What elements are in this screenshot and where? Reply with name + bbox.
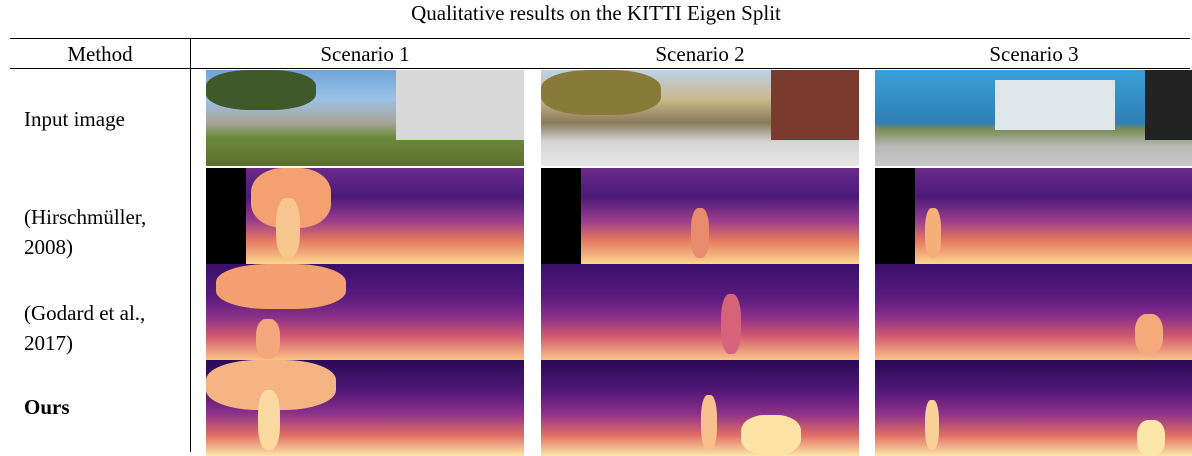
row-label-ours: Ours <box>24 392 70 422</box>
header-method: Method <box>67 42 133 66</box>
input-image-scenario-2 <box>541 70 859 166</box>
header-scenario-2: Scenario 2 <box>655 42 745 66</box>
depth-godard-scenario-2 <box>541 264 859 360</box>
depth-ours-scenario-3 <box>875 360 1192 456</box>
header-scenario-3: Scenario 3 <box>989 42 1079 66</box>
depth-hirschmuller-scenario-3 <box>875 168 1192 264</box>
input-image-scenario-1 <box>206 70 524 166</box>
column-separator <box>190 38 191 452</box>
depth-godard-scenario-3 <box>875 264 1192 360</box>
row-label-godard-line1: (Godard et al., <box>24 301 146 325</box>
row-label-hirschmuller-line2: 2008) <box>24 235 73 259</box>
row-label-godard-line2: 2017) <box>24 331 73 355</box>
row-label-input: Input image <box>24 104 125 134</box>
row-label-hirschmuller-line1: (Hirschmüller, <box>24 205 147 229</box>
table-caption: Qualitative results on the KITTI Eigen S… <box>411 1 781 25</box>
header-scenario-1: Scenario 1 <box>320 42 410 66</box>
depth-ours-scenario-2 <box>541 360 859 456</box>
depth-godard-scenario-1 <box>206 264 524 360</box>
depth-hirschmuller-scenario-2 <box>541 168 859 264</box>
row-label-hirschmuller: (Hirschmüller, 2008) <box>24 202 146 262</box>
row-label-godard: (Godard et al., 2017) <box>24 298 145 358</box>
row-label-ours-line1: Ours <box>24 395 70 419</box>
header-rule <box>10 68 1190 69</box>
input-image-scenario-3 <box>875 70 1192 166</box>
depth-hirschmuller-scenario-1 <box>206 168 524 264</box>
depth-ours-scenario-1 <box>206 360 524 456</box>
top-rule <box>10 38 1190 39</box>
row-label-input-line1: Input image <box>24 107 125 131</box>
